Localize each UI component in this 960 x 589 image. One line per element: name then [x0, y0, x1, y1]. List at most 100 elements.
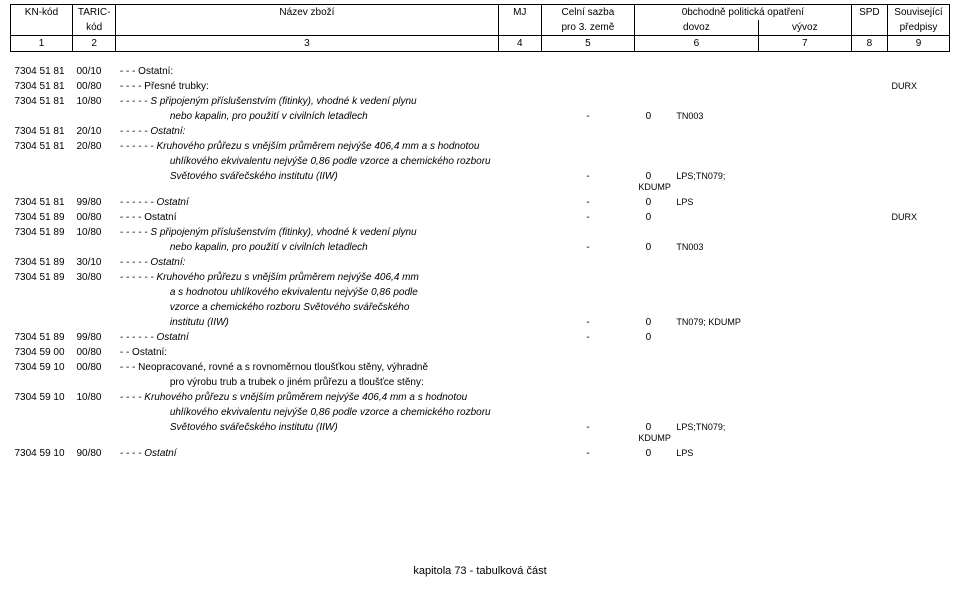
hdr-vyvoz: vývoz [758, 20, 851, 36]
cell-kn: 7304 51 81 [11, 139, 73, 154]
hdr-kn-bot [11, 20, 73, 36]
cell-spd [851, 345, 887, 360]
tariff-page: KN-kód TARIC- Název zboží MJ Celní sazba… [0, 0, 960, 589]
cell-vyvoz [758, 405, 851, 420]
cell-spd [851, 109, 887, 124]
cell-predpisy [887, 285, 949, 300]
cell-sazba: - [541, 195, 634, 210]
cell-taric [72, 405, 115, 420]
cell-mj [498, 360, 541, 375]
cell-desc: nebo kapalin, pro použití v civilních le… [116, 109, 498, 124]
cell-desc: - - - - - - Ostatní [116, 330, 498, 345]
cell-dovoz: 0TN079; KDUMP [634, 315, 758, 330]
cell-sazba [541, 285, 634, 300]
cell-desc: - - - Neopracované, rovné a s rovnoměrno… [116, 360, 498, 375]
cell-vyvoz [758, 79, 851, 94]
table-row: 7304 51 8100/10- - - Ostatní: [11, 64, 950, 79]
table-row: 7304 51 8910/80- - - - - S připojeným př… [11, 225, 950, 240]
cell-sazba [541, 225, 634, 240]
cell-spd [851, 285, 887, 300]
cell-spd [851, 330, 887, 345]
cell-kn: 7304 51 89 [11, 330, 73, 345]
cell-kn [11, 109, 73, 124]
table-row: 7304 59 0000/80- - Ostatní: [11, 345, 950, 360]
cell-vyvoz [758, 94, 851, 109]
cell-kn: 7304 51 81 [11, 94, 73, 109]
cell-spd [851, 79, 887, 94]
cell-desc: - - - - Kruhového průřezu s vnějším prům… [116, 390, 498, 405]
cell-sazba [541, 94, 634, 109]
nc3: 3 [116, 36, 498, 52]
cell-spd [851, 315, 887, 330]
cell-taric: 99/80 [72, 195, 115, 210]
cell-spd [851, 446, 887, 461]
table-row: 7304 51 8930/80- - - - - - Kruhového prů… [11, 270, 950, 285]
cell-predpisy [887, 375, 949, 390]
cell-taric: 30/80 [72, 270, 115, 285]
cell-dovoz [634, 375, 758, 390]
cell-dovoz [634, 64, 758, 79]
cell-desc: pro výrobu trub a trubek o jiném průřezu… [116, 375, 498, 390]
cell-taric: 00/80 [72, 210, 115, 225]
cell-predpisy [887, 405, 949, 420]
cell-vyvoz [758, 270, 851, 285]
cell-spd [851, 195, 887, 210]
cell-vyvoz [758, 420, 851, 446]
cell-vyvoz [758, 285, 851, 300]
table-row: uhlíkového ekvivalentu nejvýše 0,86 podl… [11, 405, 950, 420]
cell-sazba [541, 375, 634, 390]
cell-sazba: - [541, 169, 634, 195]
cell-taric [72, 420, 115, 446]
cell-predpisy [887, 300, 949, 315]
cell-desc: - - - - - - Kruhového průřezu s vnějším … [116, 270, 498, 285]
cell-desc: - - - - - Ostatní: [116, 255, 498, 270]
cell-vyvoz [758, 210, 851, 225]
cell-mj [498, 139, 541, 154]
table-row: 7304 51 8900/80- - - - Ostatní-0DURX [11, 210, 950, 225]
cell-taric: 00/80 [72, 345, 115, 360]
header-number-row: 1 2 3 4 5 6 7 8 9 [11, 36, 950, 52]
cell-dovoz: 0LPS [634, 195, 758, 210]
nc5: 5 [541, 36, 634, 52]
cell-mj [498, 255, 541, 270]
cell-vyvoz [758, 330, 851, 345]
hdr-spd-bot [851, 20, 887, 36]
cell-predpisy [887, 446, 949, 461]
cell-dovoz [634, 300, 758, 315]
cell-dovoz: 0 [634, 210, 758, 225]
cell-kn [11, 375, 73, 390]
cell-mj [498, 124, 541, 139]
cell-predpisy [887, 390, 949, 405]
cell-vyvoz [758, 240, 851, 255]
cell-vyvoz [758, 375, 851, 390]
cell-sazba [541, 154, 634, 169]
cell-desc: - - - - Ostatní [116, 210, 498, 225]
cell-spd [851, 255, 887, 270]
cell-kn: 7304 59 00 [11, 345, 73, 360]
cell-predpisy: DURX [887, 79, 949, 94]
cell-kn: 7304 51 81 [11, 79, 73, 94]
table-row: nebo kapalin, pro použití v civilních le… [11, 109, 950, 124]
cell-vyvoz [758, 315, 851, 330]
hdr-taric-top: TARIC- [72, 5, 115, 21]
cell-mj [498, 195, 541, 210]
cell-vyvoz [758, 169, 851, 195]
cell-desc: uhlíkového ekvivalentu nejvýše 0,86 podl… [116, 405, 498, 420]
cell-vyvoz [758, 360, 851, 375]
cell-kn [11, 154, 73, 169]
table-row: institutu (IIW)-0TN079; KDUMP [11, 315, 950, 330]
cell-mj [498, 210, 541, 225]
table-row: 7304 51 8120/80- - - - - - Kruhového prů… [11, 139, 950, 154]
cell-mj [498, 225, 541, 240]
cell-mj [498, 315, 541, 330]
cell-sazba [541, 270, 634, 285]
nc7: 7 [758, 36, 851, 52]
cell-predpisy [887, 139, 949, 154]
header-row-2: kód pro 3. země dovoz vývoz předpisy [11, 20, 950, 36]
cell-desc: - - - - Ostatní [116, 446, 498, 461]
cell-taric: 10/80 [72, 225, 115, 240]
cell-spd [851, 124, 887, 139]
hdr-souv-bot: předpisy [887, 20, 949, 36]
cell-desc: - - - - - Ostatní: [116, 124, 498, 139]
nc9: 9 [887, 36, 949, 52]
